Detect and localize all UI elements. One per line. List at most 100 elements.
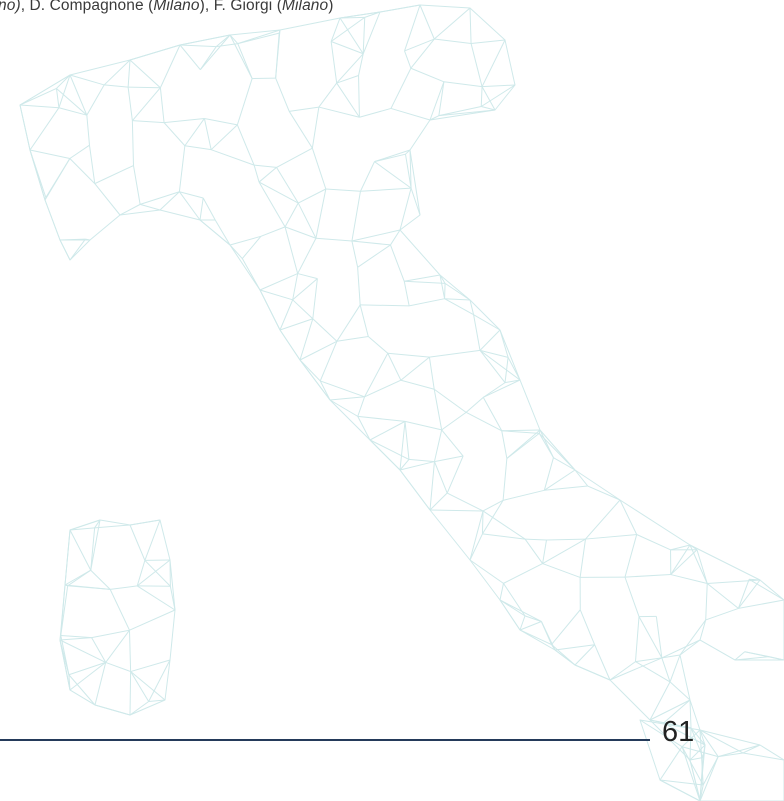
map-mesh-edge — [506, 433, 540, 459]
map-mesh-edge — [404, 280, 446, 284]
map-mesh-edge — [482, 533, 526, 540]
map-mesh-edge — [229, 235, 262, 246]
map-mesh-edge — [525, 538, 547, 541]
map-mesh-edge — [482, 499, 504, 512]
map-mesh-edge — [574, 644, 595, 666]
map-mesh-edge — [241, 235, 262, 259]
map-mesh-edge — [90, 569, 111, 590]
map-mesh-edge — [699, 756, 719, 801]
map-mesh-edge — [69, 74, 88, 116]
map-mesh-edge — [655, 616, 663, 658]
map-mesh-edge — [404, 421, 410, 460]
map-mesh-edge — [429, 81, 445, 121]
map-mesh-edge — [387, 352, 430, 358]
map-mesh-edge — [737, 579, 761, 609]
map-mesh-edge — [319, 380, 331, 401]
map-mesh-edge — [544, 485, 588, 491]
map-mesh-edge — [404, 154, 412, 189]
map-mesh-edge — [433, 388, 467, 413]
map-mesh-edge — [718, 744, 761, 758]
map-mesh-edge — [357, 416, 371, 441]
map-mesh-edge — [284, 202, 299, 228]
map-mesh-edge — [299, 359, 331, 401]
map-mesh-edge — [439, 274, 446, 299]
map-mesh-edge — [699, 729, 744, 754]
map-mesh-edge — [554, 644, 595, 651]
map-mesh-edge — [130, 671, 166, 701]
map-mesh-edge — [670, 544, 691, 551]
map-mesh-edge — [60, 635, 70, 675]
author-seg-0: no) — [0, 0, 21, 14]
map-mesh-edge — [357, 267, 361, 305]
map-mesh-edge — [351, 229, 401, 242]
map-mesh-edge — [638, 616, 663, 659]
map-mesh-edge — [229, 34, 253, 79]
map-mesh-edge — [479, 349, 509, 358]
map-mesh-edge — [360, 304, 410, 307]
map-mesh-edge — [699, 729, 704, 786]
map-mesh-edge — [469, 7, 472, 44]
map-mesh-edge — [689, 756, 704, 761]
author-seg-3: ), F. Giorgi ( — [199, 0, 282, 14]
map-mesh-edge — [312, 318, 338, 342]
map-mesh-edge — [635, 661, 671, 683]
map-mesh-edge — [311, 148, 327, 190]
map-mesh-edge — [136, 585, 176, 611]
map-mesh-edge — [339, 11, 381, 19]
map-mesh-edge — [91, 629, 130, 639]
map-mesh-edge — [329, 399, 359, 417]
map-mesh-edge — [624, 574, 671, 578]
map-mesh-edge — [214, 219, 231, 246]
map-mesh-edge — [429, 509, 484, 512]
map-mesh-edge — [292, 273, 299, 300]
map-mesh-edge — [297, 238, 317, 274]
map-mesh-edge — [502, 458, 508, 501]
map-mesh-edge — [404, 50, 412, 69]
map-mesh-edge — [574, 664, 611, 681]
map-mesh-edge — [360, 187, 412, 192]
map-mesh-edge — [144, 560, 171, 587]
map-mesh-edge — [105, 661, 131, 673]
map-mesh-edge — [465, 396, 484, 413]
map-mesh-edge — [546, 538, 586, 541]
map-mesh-edge — [299, 340, 338, 361]
map-mesh-edge — [88, 145, 96, 184]
map-mesh-edge — [199, 219, 231, 246]
map-mesh-edge — [45, 158, 71, 198]
map-mesh-edge — [44, 199, 61, 241]
map-mesh-edge — [479, 350, 506, 383]
map-mesh-edge — [553, 457, 576, 471]
map-mesh-edge — [469, 559, 504, 584]
map-mesh-edge — [19, 104, 59, 109]
map-mesh-edge — [184, 145, 212, 151]
map-mesh-edge — [69, 527, 95, 531]
map-mesh-edge — [519, 615, 526, 631]
map-mesh-edge — [540, 621, 552, 645]
map-mesh-edge — [441, 429, 464, 457]
map-mesh-edge — [56, 88, 88, 116]
page-number: 61 — [662, 716, 695, 748]
map-mesh-edge — [94, 704, 131, 716]
map-mesh-edge — [542, 563, 581, 578]
map-mesh-edge — [330, 41, 364, 55]
map-mesh-edge — [103, 59, 131, 86]
map-mesh-edge — [129, 609, 176, 631]
map-mesh-edge — [94, 183, 121, 216]
map-mesh-edge — [659, 746, 683, 781]
map-mesh-edge — [689, 759, 701, 801]
map-mesh-edge — [734, 656, 770, 661]
map-mesh-edge — [659, 779, 704, 786]
map-mesh-edge — [297, 202, 317, 239]
map-mesh-edge — [473, 314, 481, 351]
map-mesh-edge — [689, 699, 692, 728]
map-mesh-edge — [663, 722, 706, 746]
map-mesh-edge — [312, 278, 318, 319]
map-mesh-edge — [159, 44, 181, 88]
map-mesh-edge — [258, 181, 286, 228]
map-mesh-edge — [140, 203, 161, 211]
map-mesh-edge — [144, 519, 161, 561]
map-mesh-edge — [336, 304, 361, 342]
map-mesh-edge — [127, 59, 131, 88]
map-mesh-edge — [482, 500, 504, 535]
